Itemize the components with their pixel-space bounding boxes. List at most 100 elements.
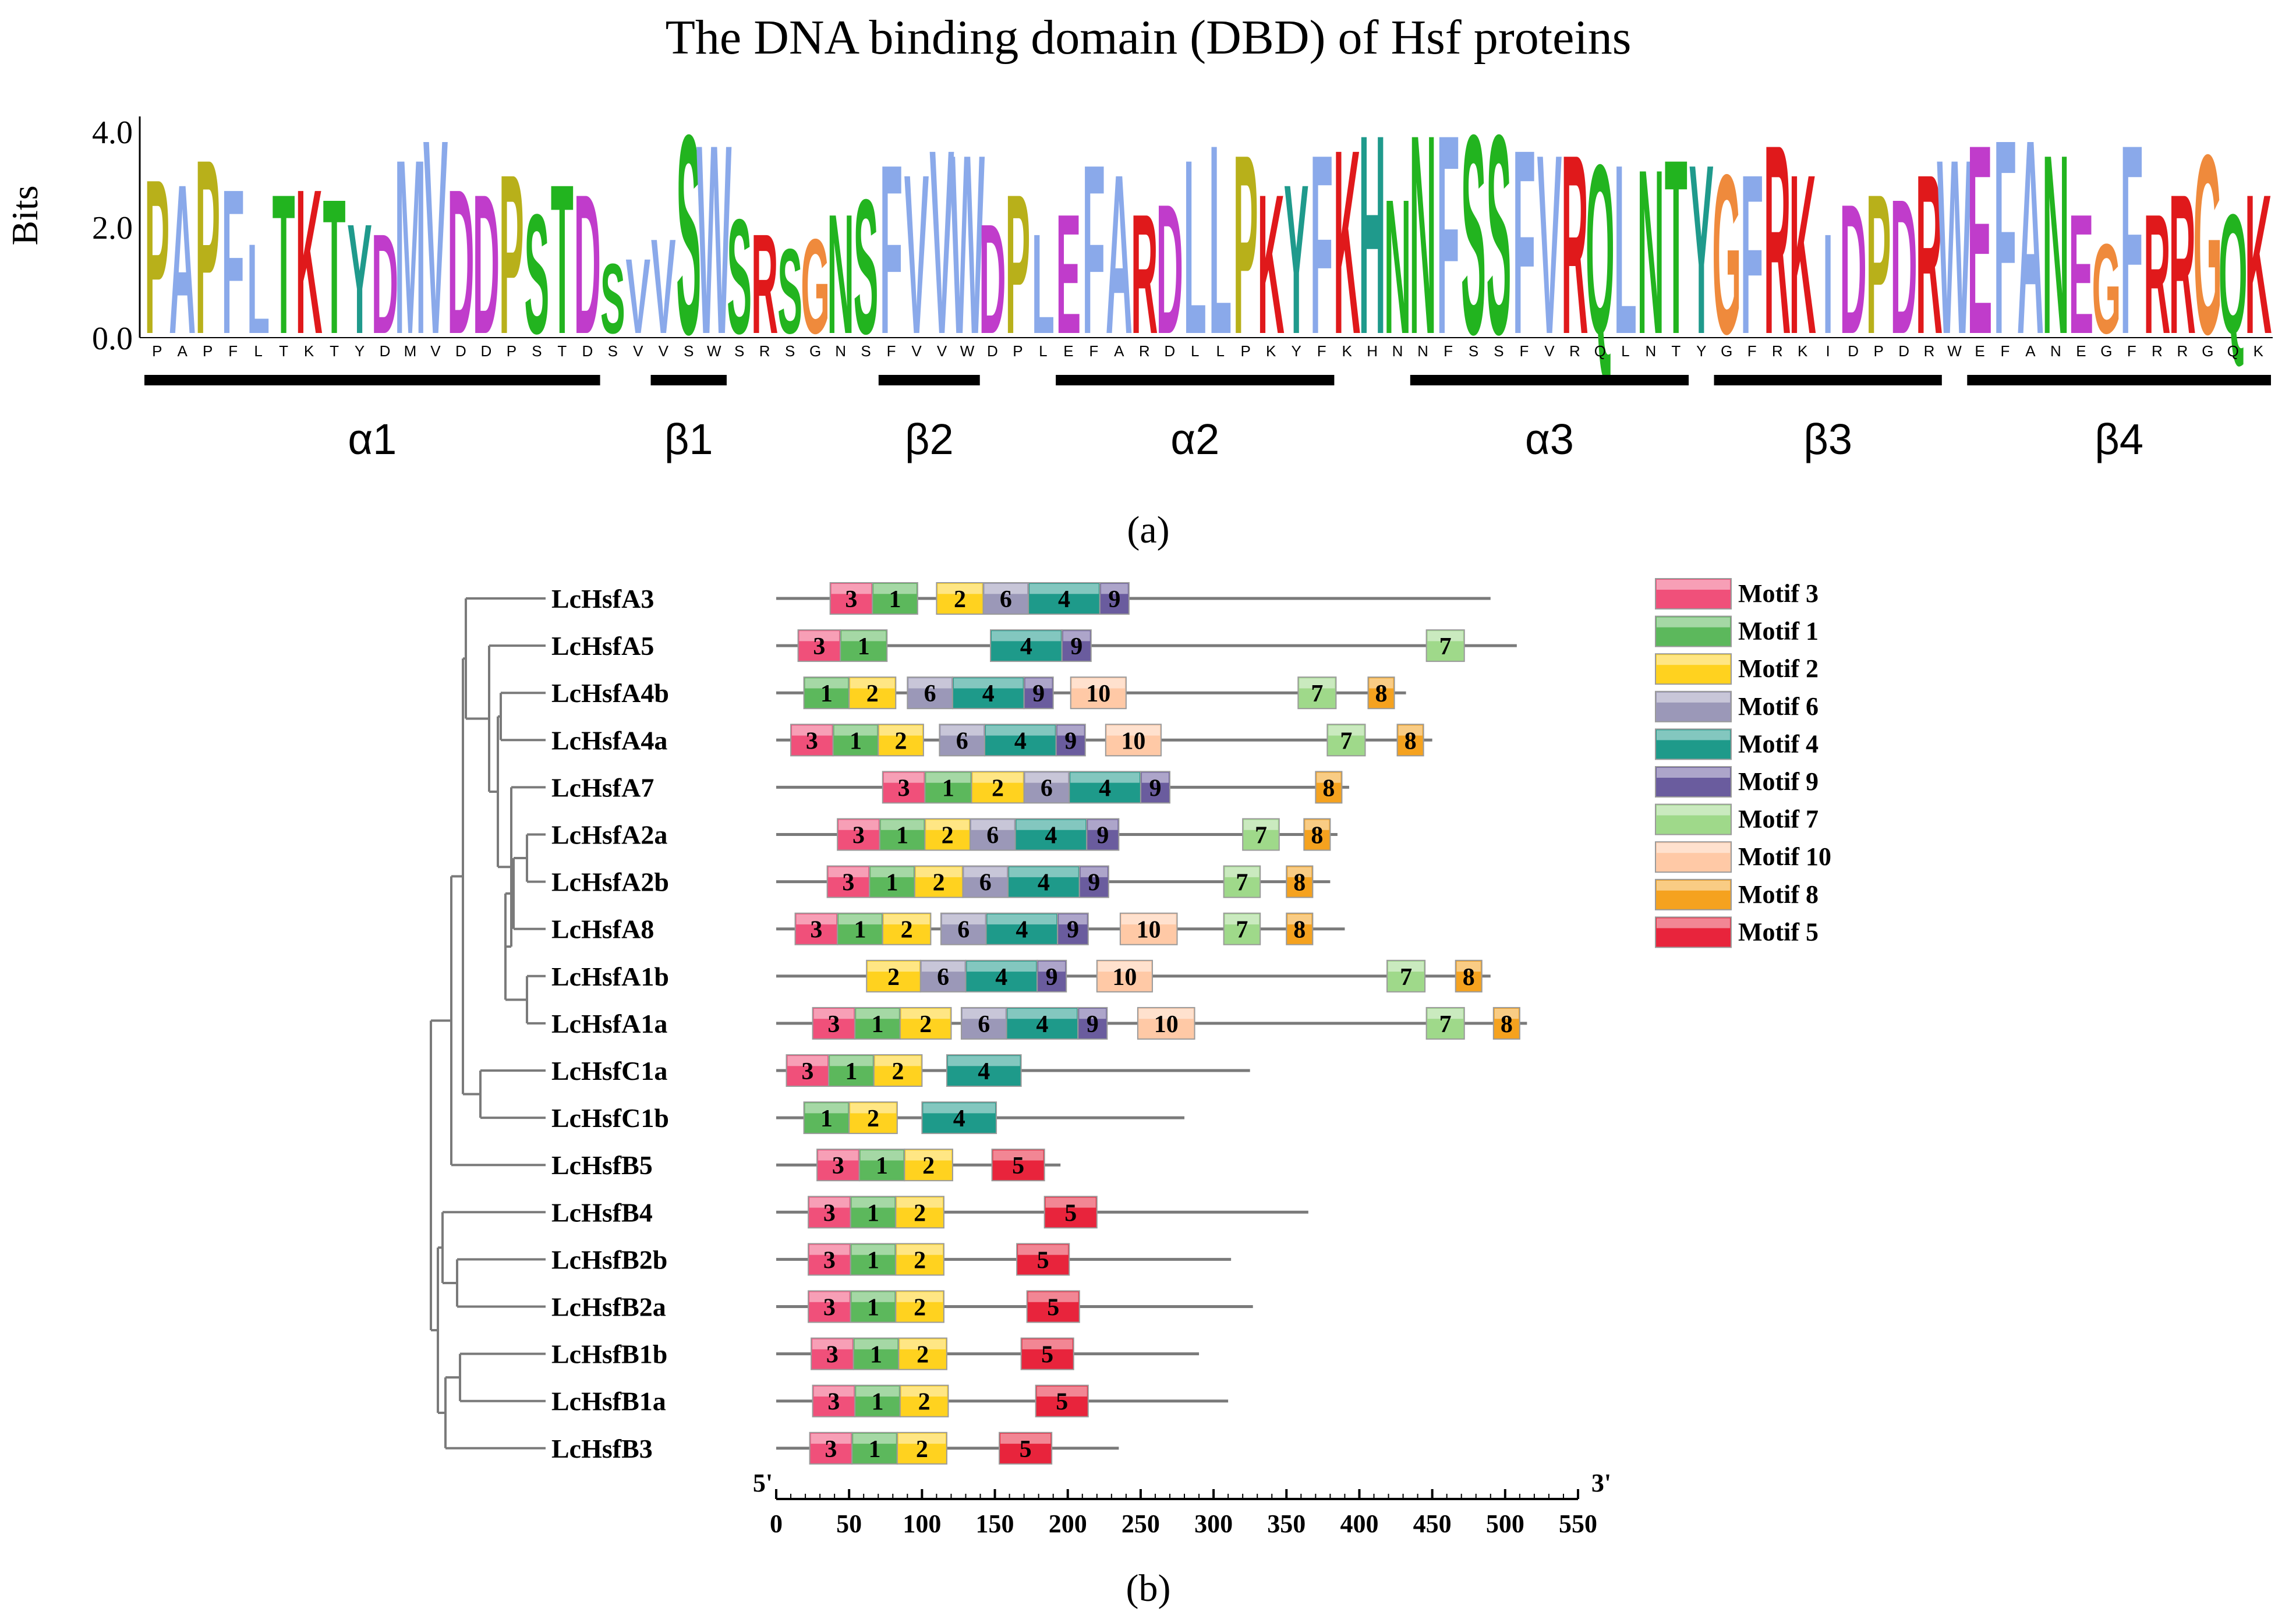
motif-box: 4	[990, 629, 1063, 662]
logo-letter: G	[1712, 127, 1741, 382]
motif-rect	[866, 959, 921, 993]
motif-number: 4	[1058, 586, 1070, 613]
motif-number: 3	[801, 1058, 813, 1085]
motif-highlight	[860, 1150, 904, 1161]
axis-tick-label: 0	[770, 1509, 783, 1538]
motif-rect	[854, 1007, 901, 1040]
legend-swatch-highlight	[1657, 918, 1730, 929]
logo-letter: D	[1156, 166, 1183, 373]
consensus-residue: R	[759, 342, 770, 360]
consensus-residue: R	[1569, 342, 1580, 360]
consensus-residue: K	[1798, 342, 1808, 360]
structure-label: α3	[1525, 415, 1574, 463]
motif-box: 10	[1070, 676, 1127, 710]
motif-highlight	[828, 867, 869, 877]
consensus-residue: I	[1826, 342, 1830, 360]
motif-number: 1	[872, 1389, 884, 1416]
consensus-residue: V	[633, 342, 643, 360]
consensus-residue: D	[1848, 342, 1859, 360]
motif-rect	[1223, 912, 1261, 945]
protein-name: LcHsfA3	[551, 584, 654, 614]
protein-row: LcHsfA1a 3 1 2 6 4 9 10 7 8	[551, 1007, 1527, 1040]
motif-highlight	[818, 1150, 858, 1161]
consensus-residue: P	[1241, 342, 1251, 360]
motif-number: 6	[979, 870, 992, 896]
logo-letter: D	[473, 153, 500, 375]
consensus-residue: S	[734, 342, 744, 360]
consensus-residue: S	[1469, 342, 1478, 360]
motif-number: 3	[823, 1247, 836, 1274]
protein-name: LcHsfB2b	[551, 1245, 667, 1274]
motif-highlight	[921, 961, 965, 972]
motif-highlight	[809, 1292, 850, 1302]
consensus-residue: Q	[2227, 342, 2239, 360]
consensus-residue: A	[2025, 342, 2036, 360]
motif-highlight	[1016, 820, 1086, 830]
motif-highlight	[993, 1150, 1043, 1161]
consensus-residue: K	[304, 342, 314, 360]
motif-number: 1	[889, 586, 901, 613]
legend-swatch	[1655, 841, 1732, 873]
motif-rect	[1023, 771, 1070, 804]
motif-box: 3	[808, 1196, 851, 1229]
logo-letter: P	[1006, 153, 1031, 375]
motif-number: 10	[1086, 681, 1110, 707]
logo-letter: L	[1184, 108, 1207, 386]
motif-number: 1	[886, 870, 898, 896]
consensus-residue: F	[228, 342, 238, 360]
protein-row: LcHsfA4a 3 1 2 6 4 9 10 7 8	[551, 724, 1432, 757]
structure-bar	[1410, 375, 1689, 385]
legend-item: Motif 5	[1655, 916, 1819, 948]
logo-letter: F	[1513, 96, 1536, 389]
motif-highlight	[1030, 584, 1099, 594]
logo-letter: Y	[347, 192, 372, 367]
axis-tick-label: 50	[836, 1509, 862, 1538]
motif-number: 2	[992, 775, 1004, 802]
motif-highlight	[923, 1103, 996, 1114]
logo-letter: D	[447, 146, 474, 377]
logo-letter: T	[273, 153, 295, 375]
legend-swatch-highlight	[1657, 617, 1730, 628]
motif-box: 2	[914, 865, 964, 898]
logo-letter: P	[1233, 101, 1258, 388]
motif-rect	[1035, 1384, 1089, 1417]
consensus-residue: D	[582, 342, 593, 360]
motif-box: 1	[872, 582, 918, 615]
logo-letter: A	[169, 140, 196, 378]
logo-letter: L	[1032, 204, 1055, 363]
motif-highlight	[1299, 678, 1335, 689]
motif-number: 3	[845, 586, 857, 613]
motif-rect	[990, 629, 1063, 662]
consensus-residue: P	[507, 342, 516, 360]
motif-number: 2	[892, 1058, 904, 1085]
motif-rect	[1026, 1290, 1080, 1323]
consensus-residue: G	[1721, 342, 1732, 360]
consensus-residue: F	[887, 342, 896, 360]
consensus-residue: L	[1216, 342, 1225, 360]
motif-number: 7	[1439, 1011, 1452, 1038]
motif-number: 3	[827, 1011, 840, 1038]
motif-highlight	[1328, 725, 1364, 736]
motif-highlight	[883, 914, 930, 924]
motif-rect	[790, 724, 834, 757]
motif-number: 4	[1045, 823, 1057, 849]
legend-label: Motif 4	[1738, 729, 1819, 758]
panel-a-sequence-logo: The DNA binding domain (DBD) of Hsf prot…	[4, 10, 2273, 551]
motif-number: 8	[1322, 775, 1335, 802]
protein-row: LcHsfB2a 3 1 2 5	[551, 1290, 1253, 1323]
motif-highlight	[831, 584, 872, 594]
motif-box: 3	[808, 1243, 851, 1276]
motif-highlight	[962, 1008, 1006, 1019]
y-tick-4: 4.0	[92, 115, 133, 151]
motif-rect	[1386, 959, 1426, 993]
motif-rect	[969, 818, 1016, 851]
legend-item: Motif 6	[1655, 690, 1819, 722]
motif-highlight	[1138, 1008, 1194, 1019]
motif-rect	[1367, 676, 1395, 710]
logo-letter: R	[1916, 127, 1943, 382]
motif-box: 10	[1137, 1007, 1195, 1040]
motif-box: 1	[854, 1384, 901, 1417]
motif-box: 1	[854, 1007, 901, 1040]
motif-highlight	[897, 1292, 943, 1302]
logo-letter: T	[323, 160, 346, 374]
